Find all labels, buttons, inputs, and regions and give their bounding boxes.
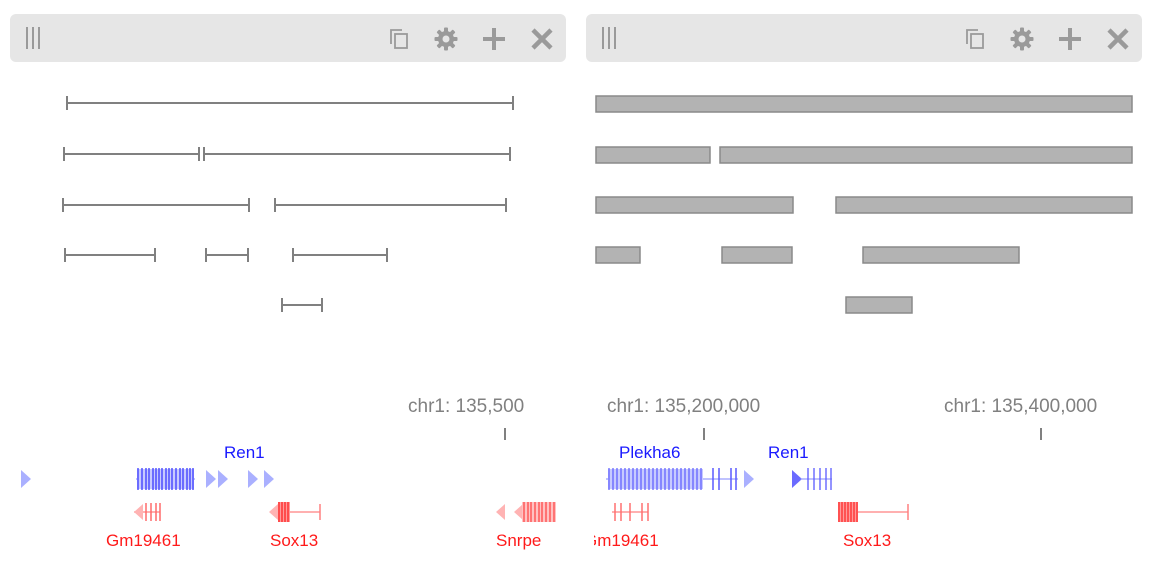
close-icon[interactable] [1105, 26, 1131, 52]
left-panel-header [10, 14, 566, 62]
right-gene-plus-strand [606, 468, 832, 490]
gene-label-gm19461-right-clip: Gm19461 [594, 530, 694, 554]
left-gene-plus-strand [21, 468, 274, 490]
right-panel-header [586, 14, 1142, 62]
gene-label-ren1-left[interactable]: Ren1 [224, 443, 265, 462]
plus-icon[interactable] [1057, 26, 1083, 52]
left-axis-label: chr1: 135,500 [408, 396, 525, 417]
gene-label-plekha6[interactable]: Plekha6 [619, 443, 681, 462]
gene-label-gm19461-right[interactable]: Gm19461 [594, 531, 659, 550]
right-axis-label-2-clip: chr1: 135,400,000 [944, 396, 1134, 422]
copy-icon[interactable] [386, 26, 412, 52]
gene-label-ren1-right[interactable]: Ren1 [768, 443, 809, 462]
right-axis-label-1: chr1: 135,200,000 [607, 396, 761, 417]
left-gene-minus-strand [134, 502, 556, 522]
gene-label-snrpe[interactable]: Snrpe [496, 531, 542, 550]
drag-handle-icon[interactable] [26, 27, 40, 49]
right-gene-minus-strand [612, 502, 909, 522]
gene-label-sox13-right[interactable]: Sox13 [843, 531, 892, 550]
copy-icon[interactable] [962, 26, 988, 52]
gear-icon[interactable] [1009, 26, 1035, 52]
gene-label-sox13-left[interactable]: Sox13 [270, 531, 319, 550]
gear-icon[interactable] [433, 26, 459, 52]
drag-handle-icon[interactable] [602, 27, 616, 49]
left-interval-track [62, 96, 514, 312]
right-bar-track [595, 95, 1133, 314]
close-icon[interactable] [529, 26, 555, 52]
gene-label-gm19461-left[interactable]: Gm19461 [106, 531, 181, 550]
axis-ticks [504, 428, 1042, 440]
plus-icon[interactable] [481, 26, 507, 52]
right-axis-label-2: chr1: 135,400,000 [944, 396, 1098, 417]
